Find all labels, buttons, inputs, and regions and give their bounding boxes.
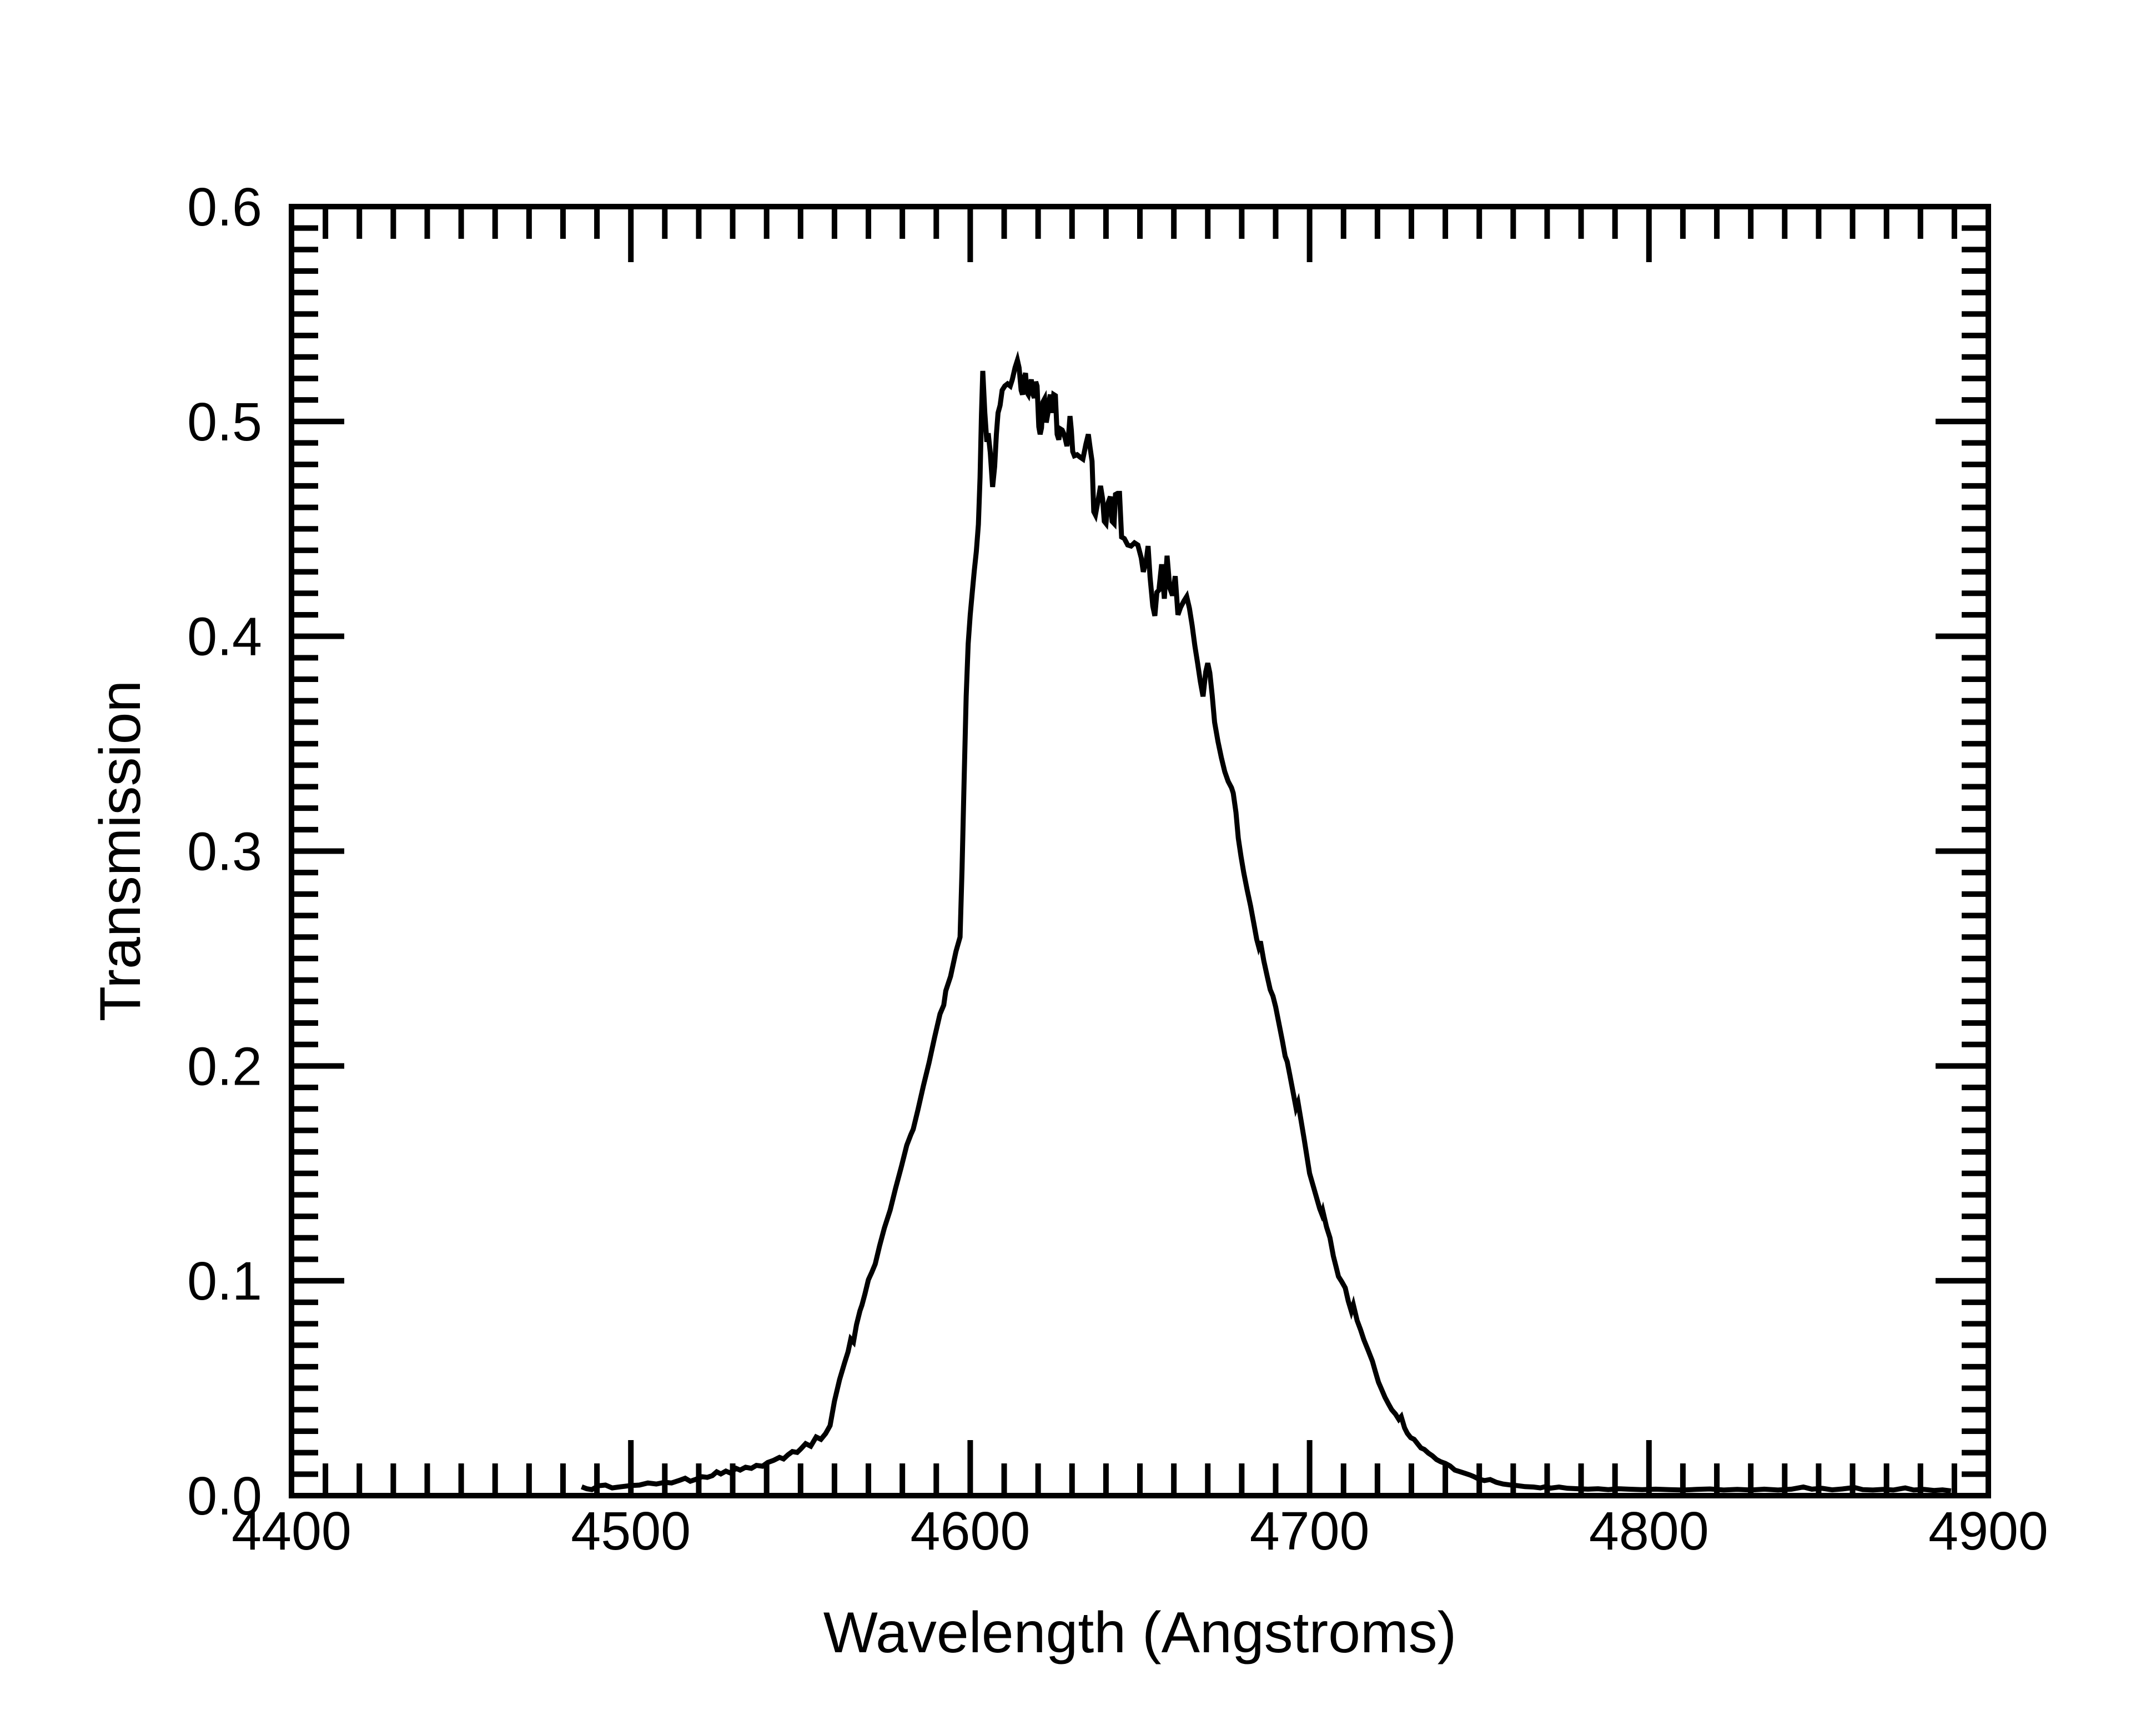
y-tick-label: 0.1 — [187, 1251, 262, 1311]
y-tick-label: 0.4 — [187, 606, 262, 667]
x-tick-label: 4400 — [232, 1501, 351, 1561]
y-axis-tick-labels: 0.0 0.1 0.2 0.3 0.4 0.5 0.6 — [187, 177, 262, 1526]
x-tick-label: 4500 — [571, 1501, 691, 1561]
y-tick-label: 0.6 — [187, 177, 262, 237]
y-axis-title: Transmission — [88, 680, 153, 1022]
axis-ticks — [289, 204, 1991, 1498]
plot-frame — [289, 204, 1991, 1498]
x-tick-label: 4600 — [911, 1501, 1031, 1561]
x-axis-title: Wavelength (Angstroms) — [823, 1601, 1457, 1665]
x-axis-tick-labels: 4400 4500 4600 4700 4800 4900 — [232, 1501, 2048, 1561]
y-tick-label: 0.0 — [187, 1466, 262, 1526]
x-tick-label: 4800 — [1589, 1501, 1709, 1561]
x-tick-label: 4700 — [1250, 1501, 1370, 1561]
x-tick-label: 4900 — [1928, 1501, 2048, 1561]
y-tick-label: 0.5 — [187, 392, 262, 452]
y-tick-label: 0.3 — [187, 821, 262, 882]
transmission-curve — [580, 350, 1952, 1493]
y-tick-label: 0.2 — [187, 1036, 262, 1096]
